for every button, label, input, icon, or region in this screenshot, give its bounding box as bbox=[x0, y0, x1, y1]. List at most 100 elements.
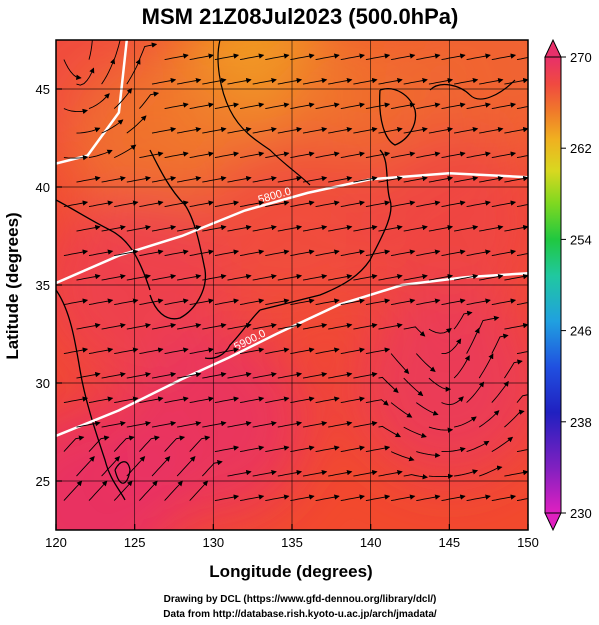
streamline-159 bbox=[240, 298, 265, 306]
streamline-105 bbox=[328, 371, 353, 379]
streamline-128 bbox=[415, 353, 436, 372]
streamline-269 bbox=[139, 151, 164, 159]
streamline-53 bbox=[441, 447, 466, 453]
streamline-161 bbox=[290, 298, 315, 306]
streamline-258 bbox=[353, 175, 378, 183]
streamline-204 bbox=[416, 249, 441, 257]
streamline-79 bbox=[139, 396, 164, 404]
streamline-360 bbox=[516, 57, 528, 61]
streamline-100 bbox=[202, 371, 227, 379]
x-tick-label-4: 140 bbox=[360, 535, 382, 550]
streamline-14 bbox=[416, 494, 441, 502]
streamline-213 bbox=[177, 224, 202, 232]
streamline-69 bbox=[378, 425, 401, 438]
streamline-180 bbox=[302, 273, 328, 281]
streamline-166 bbox=[416, 298, 441, 306]
streamline-107 bbox=[378, 376, 399, 394]
streamline-200 bbox=[315, 249, 340, 257]
streamline-201 bbox=[340, 249, 365, 257]
streamline-30 bbox=[353, 469, 378, 477]
streamline-60 bbox=[151, 420, 177, 428]
colorbar-tick-label-1: 262 bbox=[570, 141, 592, 156]
streamline-339 bbox=[479, 77, 504, 85]
streamline-207 bbox=[491, 249, 517, 257]
streamline-164 bbox=[365, 298, 391, 306]
streamline-293 bbox=[277, 126, 303, 134]
streamline-81 bbox=[189, 396, 214, 404]
colorbar-bottom-arrow bbox=[544, 512, 562, 532]
contour-line-1 bbox=[56, 271, 528, 438]
streamline-214 bbox=[202, 224, 227, 232]
streamline-306 bbox=[113, 87, 133, 109]
streamline-160 bbox=[265, 298, 290, 306]
streamline-267 bbox=[88, 149, 113, 159]
streamline-17 bbox=[491, 494, 517, 502]
streamline-118 bbox=[164, 347, 189, 355]
streamline-50 bbox=[365, 445, 391, 453]
streamline-112 bbox=[504, 359, 523, 379]
streamline-243 bbox=[441, 200, 466, 208]
streamline-28 bbox=[302, 469, 328, 477]
streamline-308 bbox=[164, 102, 189, 110]
chart-title: MSM 21Z08Jul2023 (500.0hPa) bbox=[142, 4, 459, 29]
streamline-286 bbox=[101, 119, 124, 134]
streamline-143 bbox=[328, 322, 353, 330]
streamline-220 bbox=[353, 224, 378, 232]
streamline-126 bbox=[365, 347, 391, 355]
streamline-281 bbox=[441, 151, 466, 159]
streamline-215 bbox=[227, 224, 252, 232]
streamline-91 bbox=[441, 396, 464, 406]
streamline-150 bbox=[504, 322, 528, 330]
contour-line-2 bbox=[56, 40, 129, 165]
streamline-279 bbox=[391, 151, 416, 159]
streamline-225 bbox=[479, 224, 504, 232]
streamline-250 bbox=[151, 175, 177, 183]
streamline-209 bbox=[76, 224, 101, 232]
streamline-253 bbox=[227, 175, 252, 183]
streamline-296 bbox=[353, 126, 378, 134]
streamline-263 bbox=[479, 175, 504, 183]
streamline-84 bbox=[265, 396, 290, 404]
streamline-99 bbox=[177, 371, 202, 379]
streamline-264 bbox=[504, 175, 528, 183]
streamline-228 bbox=[63, 200, 89, 208]
streamline-240 bbox=[365, 200, 391, 208]
streamline-187 bbox=[479, 273, 504, 281]
streamline-221 bbox=[378, 224, 403, 232]
streamline-9 bbox=[290, 494, 315, 502]
streamline-217 bbox=[277, 224, 303, 232]
streamline-244 bbox=[466, 200, 491, 208]
streamline-138 bbox=[202, 322, 227, 330]
streamline-190 bbox=[63, 249, 89, 257]
streamline-77 bbox=[88, 396, 114, 404]
streamline-324 bbox=[101, 58, 116, 85]
streamline-242 bbox=[416, 200, 441, 208]
streamline-285 bbox=[76, 127, 101, 134]
streamline-55 bbox=[491, 436, 514, 452]
streamline-66 bbox=[302, 420, 328, 428]
streamline-229 bbox=[88, 200, 114, 208]
streamline-321 bbox=[491, 102, 517, 110]
streamline-177 bbox=[227, 273, 252, 281]
streamline-195 bbox=[189, 249, 214, 257]
streamline-76 bbox=[63, 396, 89, 404]
streamline-184 bbox=[403, 273, 428, 281]
streamline-68 bbox=[353, 420, 378, 428]
streamline-119 bbox=[189, 347, 214, 355]
streamline-97 bbox=[126, 371, 151, 379]
streamline-35 bbox=[479, 465, 503, 477]
streamline-211 bbox=[126, 224, 151, 232]
streamline-343 bbox=[88, 40, 93, 60]
streamline-268 bbox=[114, 144, 137, 159]
streamline-251 bbox=[177, 175, 202, 183]
colorbar-scale bbox=[544, 56, 562, 514]
streamline-222 bbox=[403, 224, 428, 232]
streamline-64 bbox=[252, 420, 277, 428]
colorbar-ticks: 270 262 254 246 238 230 bbox=[561, 50, 592, 521]
streamline-330 bbox=[252, 77, 277, 85]
streamline-305 bbox=[88, 93, 110, 110]
streamline-182 bbox=[353, 273, 378, 281]
streamline-95 bbox=[76, 371, 101, 379]
